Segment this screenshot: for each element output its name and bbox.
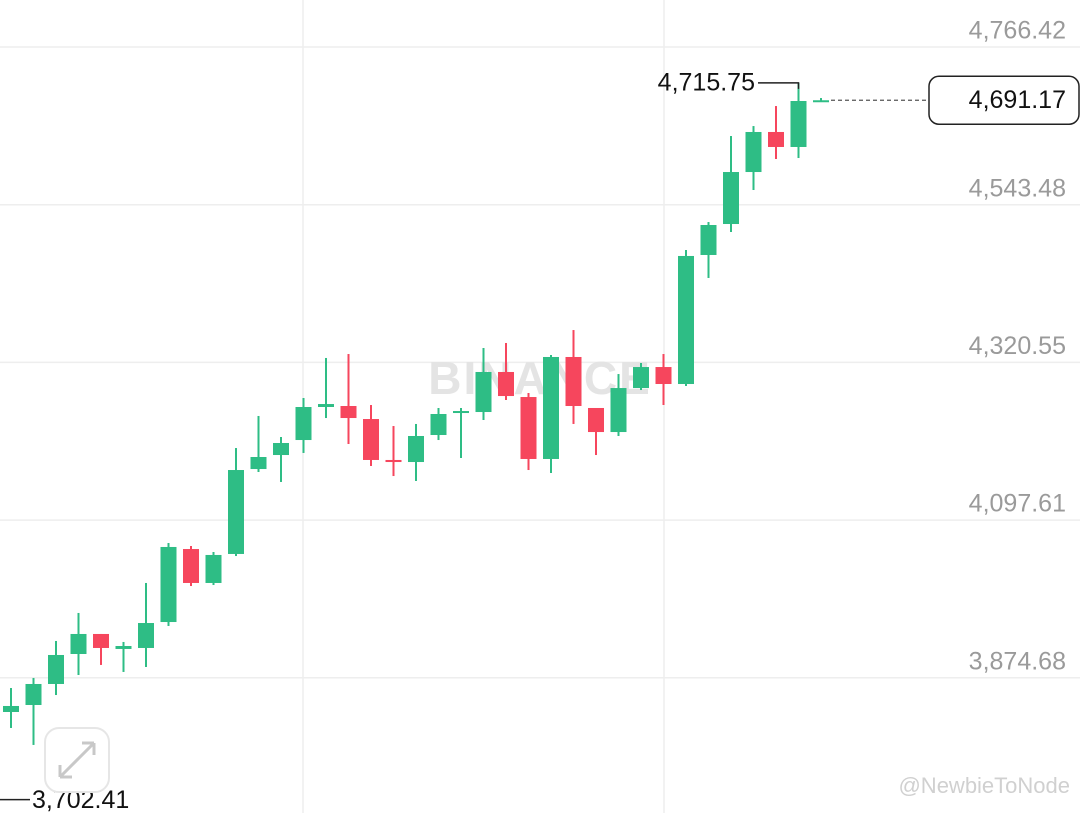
candle-body [565,356,582,407]
candle-body [93,633,109,648]
last-price-label: 4,691.17 [969,86,1066,114]
candle-body [340,406,357,419]
candle-body [655,367,672,385]
candle-body [768,131,784,147]
candle-body [700,225,717,255]
y-tick-label: 3,874.68 [969,647,1066,675]
candle-body [273,442,289,456]
last-price-box [928,75,1080,125]
y-tick-label: 4,097.61 [969,490,1066,518]
candle-body [3,705,19,712]
candle-body [295,406,312,441]
candle-body [790,101,807,147]
candle-body [745,131,762,173]
candle-body [543,356,559,459]
candle-body [160,546,177,623]
annotations: 4,715.753,702.414,691.17 [0,68,1080,813]
candle-body [813,100,829,103]
grid: 4,766.42 4,543.48 4,320.55 4,097.61 3,874.68 [0,17,1080,679]
candle-body [115,646,132,649]
candle-body [723,172,739,225]
candle-body [475,371,492,413]
candle-body [430,413,447,436]
candle-body [228,470,244,554]
candle-body [183,549,199,583]
candles [3,82,829,745]
y-tick-label: 4,543.48 [969,174,1066,202]
candle-body [385,459,402,463]
candle-body [318,404,334,407]
high-marker-line [758,82,800,89]
candle-body [678,255,694,385]
candle-body [453,411,469,414]
candle-body [588,407,604,433]
candle-body [633,367,649,389]
candle-body [498,371,514,397]
candle-body [250,457,267,470]
candle-body [48,654,64,684]
candle-body [408,435,424,463]
expand-icon [58,741,96,779]
y-tick-label: 4,320.55 [969,332,1066,360]
candle-body [25,683,42,705]
candle-body [138,623,154,648]
candle-body [363,419,379,460]
candle-body [205,554,222,583]
candle-body [520,397,537,459]
candle-body [610,388,627,433]
credit: @NewbieToNode [898,773,1070,798]
y-tick-label: 4,766.42 [969,17,1066,45]
high-marker-label: 4,715.75 [658,68,755,96]
candle-body [70,633,87,654]
